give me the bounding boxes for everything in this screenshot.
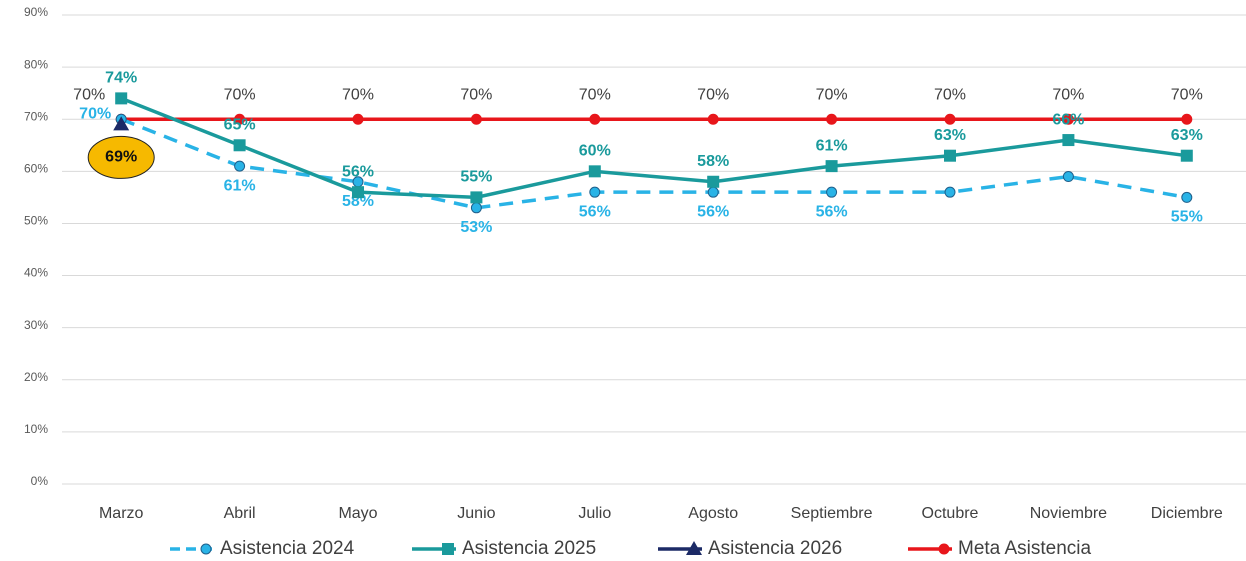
marker: [1062, 134, 1075, 147]
marker: [234, 113, 246, 125]
data-label: 70%: [1052, 86, 1084, 103]
legend-label: Meta Asistencia: [958, 538, 1091, 559]
data-label: 74%: [105, 70, 137, 87]
marker: [707, 113, 719, 125]
data-label: 70%: [342, 86, 374, 103]
y-tick-label: 10%: [24, 422, 48, 436]
data-label: 56%: [697, 203, 729, 220]
marker: [1180, 149, 1193, 162]
y-tick-label: 60%: [24, 162, 48, 176]
x-tick-label: Julio: [578, 505, 611, 522]
marker: [825, 160, 838, 173]
data-label: 65%: [224, 116, 256, 133]
marker: [707, 175, 720, 188]
data-label: 66%: [1052, 111, 1084, 128]
legend-label: Asistencia 2025: [462, 538, 596, 559]
series: 74% 65% 56% 55% 60% 58% 61% 63% 66% 63%: [105, 70, 1203, 204]
data-label: 70%: [934, 86, 966, 103]
data-label: 63%: [1171, 127, 1203, 144]
data-label: 53%: [460, 219, 492, 236]
x-tick-label: Junio: [457, 505, 495, 522]
marker: [589, 113, 601, 125]
data-label: 56%: [342, 163, 374, 180]
marker: [1181, 113, 1193, 125]
data-label: 70%: [697, 86, 729, 103]
data-label: 70%: [460, 86, 492, 103]
marker: [470, 113, 482, 125]
marker: [944, 186, 956, 198]
data-label: 70%: [579, 86, 611, 103]
marker: [1181, 191, 1193, 203]
data-label: 58%: [697, 153, 729, 170]
y-tick-label: 0%: [31, 474, 49, 488]
marker: [944, 149, 956, 162]
marker: [1062, 171, 1074, 183]
y-tick-label: 70%: [24, 109, 48, 123]
marker: [686, 541, 702, 555]
data-label: 61%: [816, 137, 848, 154]
data-label: 70%: [816, 86, 848, 103]
data-label: 56%: [816, 203, 848, 220]
x-tick-label: Septiembre: [791, 505, 873, 522]
y-tick-label: 20%: [24, 370, 48, 384]
data-label: 69%: [105, 149, 137, 166]
data-label: 70%: [1171, 86, 1203, 103]
x-tick-label: Marzo: [99, 505, 144, 522]
marker: [589, 186, 601, 198]
data-label: 58%: [342, 193, 374, 210]
y-tick-label: 50%: [24, 214, 48, 228]
data-label: 56%: [579, 203, 611, 220]
marker: [442, 543, 454, 555]
marker: [1062, 113, 1074, 125]
data-label: 70%: [73, 86, 105, 103]
data-label: 55%: [1171, 209, 1203, 226]
marker: [707, 186, 719, 198]
y-tick-label: 90%: [24, 5, 48, 19]
series: 70% 61% 58% 53% 56% 56% 56% 55%: [79, 105, 1203, 236]
marker: [352, 186, 364, 199]
marker: [234, 160, 246, 172]
marker: [826, 113, 838, 125]
data-label: 63%: [934, 127, 966, 144]
marker: [233, 139, 246, 152]
y-tick-label: 30%: [24, 318, 48, 332]
series-line: [120, 96, 1188, 200]
x-tick-label: Mayo: [338, 505, 377, 522]
data-label: 55%: [460, 169, 492, 186]
x-tick-label: Noviembre: [1030, 505, 1107, 522]
marker: [470, 202, 482, 214]
marker: [113, 116, 130, 131]
legend-label: Asistencia 2026: [708, 538, 842, 559]
data-label: 70%: [224, 86, 256, 103]
marker: [115, 92, 128, 105]
x-tick-label: Agosto: [688, 505, 738, 522]
x-tick-label: Abril: [224, 505, 256, 522]
marker: [826, 186, 838, 198]
marker: [938, 543, 950, 555]
y-tick-label: 80%: [24, 57, 48, 71]
series: 69%: [87, 116, 155, 179]
marker: [588, 165, 601, 178]
data-label: 70%: [79, 105, 111, 122]
x-tick-label: Diciembre: [1151, 505, 1223, 522]
label-bubble: [87, 135, 155, 179]
marker: [944, 113, 956, 125]
data-label: 60%: [579, 143, 611, 160]
marker: [470, 191, 483, 204]
x-tick-label: Octubre: [922, 505, 979, 522]
marker: [352, 113, 364, 125]
y-tick-label: 40%: [24, 266, 48, 280]
series-line: [120, 117, 1188, 210]
marker: [200, 543, 212, 555]
data-label: 61%: [224, 177, 256, 194]
legend-label: Asistencia 2024: [220, 538, 355, 559]
